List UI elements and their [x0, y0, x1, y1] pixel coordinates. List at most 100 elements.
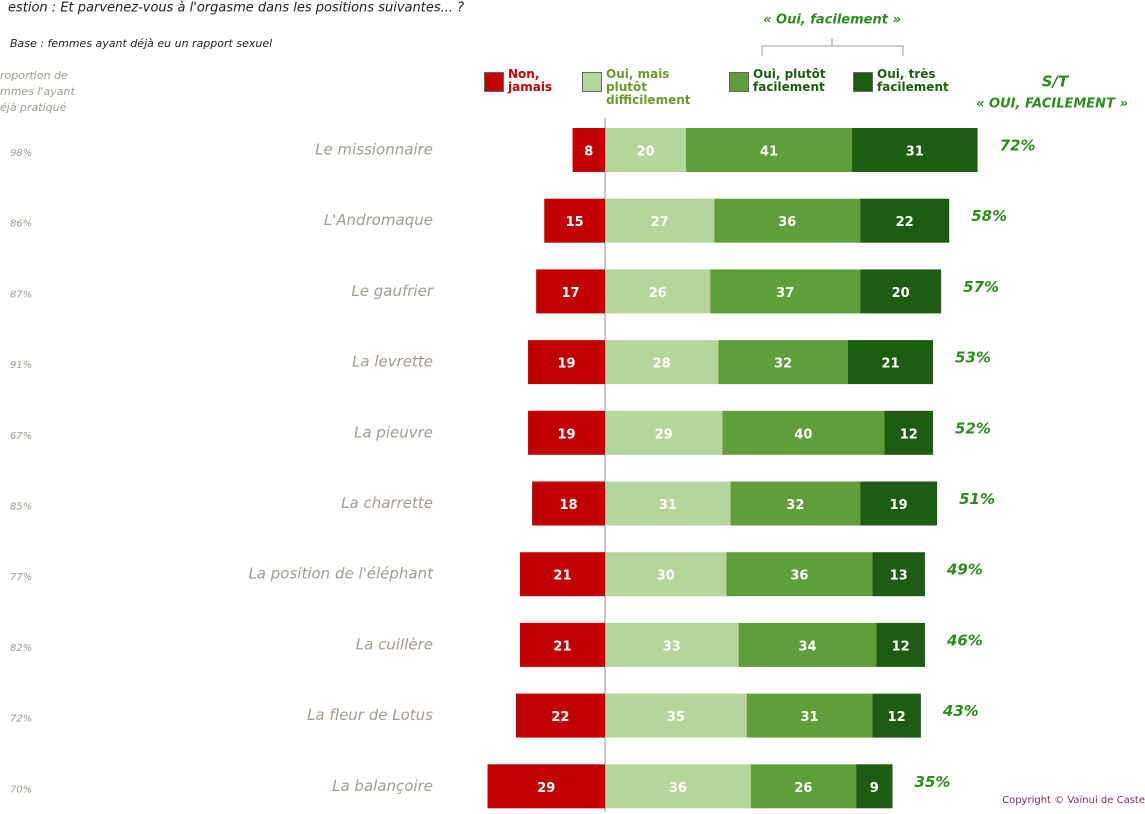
bar-segment — [686, 128, 853, 172]
bar-value-label: 35 — [667, 710, 685, 725]
bar-segment — [605, 764, 751, 809]
practiced-label: 70% — [10, 784, 32, 795]
total-label: 57% — [963, 278, 999, 296]
bar-value-label: 19 — [557, 357, 575, 372]
bar-segment — [605, 340, 719, 385]
legend-swatch — [484, 72, 504, 92]
bar-value-label: 33 — [663, 639, 681, 654]
bar-segment — [605, 481, 731, 526]
bar-value-label: 22 — [551, 710, 569, 725]
bar-segment — [528, 410, 605, 455]
bar-value-label: 37 — [776, 286, 794, 301]
bar-value-label: 34 — [798, 639, 816, 654]
bar-value-label: 21 — [553, 569, 571, 584]
bar-value-label: 41 — [760, 145, 778, 160]
bar-value-label: 8 — [584, 145, 593, 160]
bar-segment — [605, 128, 686, 172]
bar-segment — [726, 552, 873, 597]
practiced-label: 77% — [10, 572, 32, 583]
bar-segment — [605, 269, 711, 314]
bar-segment — [605, 198, 715, 243]
bar-value-label: 29 — [537, 781, 555, 796]
bar-segment — [750, 764, 857, 809]
bar-segment — [519, 622, 605, 667]
bar-value-label: 17 — [562, 286, 580, 301]
legend-label: Oui, plutôt facilement — [753, 67, 826, 94]
bar-value-label: 28 — [653, 357, 671, 372]
left-header: mmes l'ayant — [0, 85, 75, 98]
category-label: La levrette — [352, 353, 433, 371]
bar-value-label: 12 — [892, 639, 910, 654]
bar-segment — [860, 481, 938, 526]
category-label: La balançoire — [332, 777, 433, 795]
bar-segment — [718, 340, 848, 385]
bar-value-label: 30 — [657, 569, 675, 584]
total-label: 43% — [942, 702, 979, 720]
bar-value-label: 31 — [906, 145, 924, 160]
chart-title: estion : Et parvenez-vous à l'orgasme da… — [8, 1, 464, 16]
category-label: Le gaufrier — [351, 282, 433, 300]
bracket — [761, 38, 904, 56]
bar-value-label: 27 — [651, 215, 669, 230]
total-label: 52% — [955, 419, 991, 437]
group-label: « Oui, facilement » — [763, 13, 901, 28]
category-label: La charrette — [341, 494, 433, 512]
left-header: éjà pratiqué — [0, 101, 67, 114]
bar-value-label: 18 — [560, 498, 578, 513]
bar-value-label: 32 — [774, 357, 792, 372]
bar-segment — [714, 198, 861, 243]
bar-segment — [536, 269, 605, 314]
practiced-label: 86% — [10, 219, 32, 230]
bar-value-label: 9 — [870, 781, 879, 796]
total-label: 46% — [946, 631, 983, 649]
category-label: L'Andromaque — [324, 211, 433, 229]
bar-value-label: 19 — [890, 498, 908, 513]
practiced-label: 72% — [10, 714, 32, 725]
practiced-label: 85% — [10, 502, 32, 513]
bar-value-label: 36 — [790, 569, 808, 584]
legend-label: Oui, très facilement — [877, 67, 949, 94]
bar-value-label: 12 — [888, 710, 906, 725]
bar-value-label: 15 — [566, 215, 584, 230]
left-header: roportion de — [0, 69, 68, 82]
total-label: 53% — [955, 349, 991, 367]
legend-label: Oui, mais plutôt difficilement — [606, 67, 691, 107]
category-label: La cuillère — [356, 635, 433, 653]
bar-segment — [544, 198, 605, 243]
copyright: Copyright © Vaïnui de Caste — [1002, 795, 1145, 806]
legend-swatch — [853, 72, 873, 92]
bar-value-label: 32 — [786, 498, 804, 513]
bar-segment — [872, 552, 925, 597]
bar-value-label: 31 — [659, 498, 677, 513]
bar-value-label: 36 — [669, 781, 687, 796]
bar-segment — [860, 198, 950, 243]
category-label: La fleur de Lotus — [307, 706, 433, 724]
bar-value-label: 29 — [655, 427, 673, 442]
bar-value-label: 26 — [649, 286, 667, 301]
bar-segment — [605, 410, 723, 455]
total-label: 49% — [946, 561, 983, 579]
bar-value-label: 20 — [892, 286, 910, 301]
bar-segment — [730, 481, 861, 526]
bar-segment — [884, 410, 934, 455]
bar-value-label: 26 — [794, 781, 812, 796]
category-label: Le missionnaire — [315, 141, 433, 159]
legend-label: Non, jamais — [508, 67, 553, 94]
bar-segment — [860, 269, 942, 314]
bar-segment — [722, 410, 885, 455]
bar-segment — [876, 622, 925, 667]
bar-segment — [852, 128, 978, 172]
practiced-label: 91% — [10, 360, 32, 371]
practiced-label: 87% — [10, 289, 32, 300]
bar-value-label: 31 — [800, 710, 818, 725]
legend-swatch — [582, 72, 602, 92]
bar-value-label: 22 — [896, 215, 914, 230]
bar-value-label: 36 — [778, 215, 796, 230]
bar-segment — [710, 269, 861, 314]
bar-value-label: 12 — [900, 427, 918, 442]
bar-value-label: 20 — [636, 145, 654, 160]
total-label: 51% — [959, 490, 995, 508]
bar-segment — [746, 693, 873, 738]
